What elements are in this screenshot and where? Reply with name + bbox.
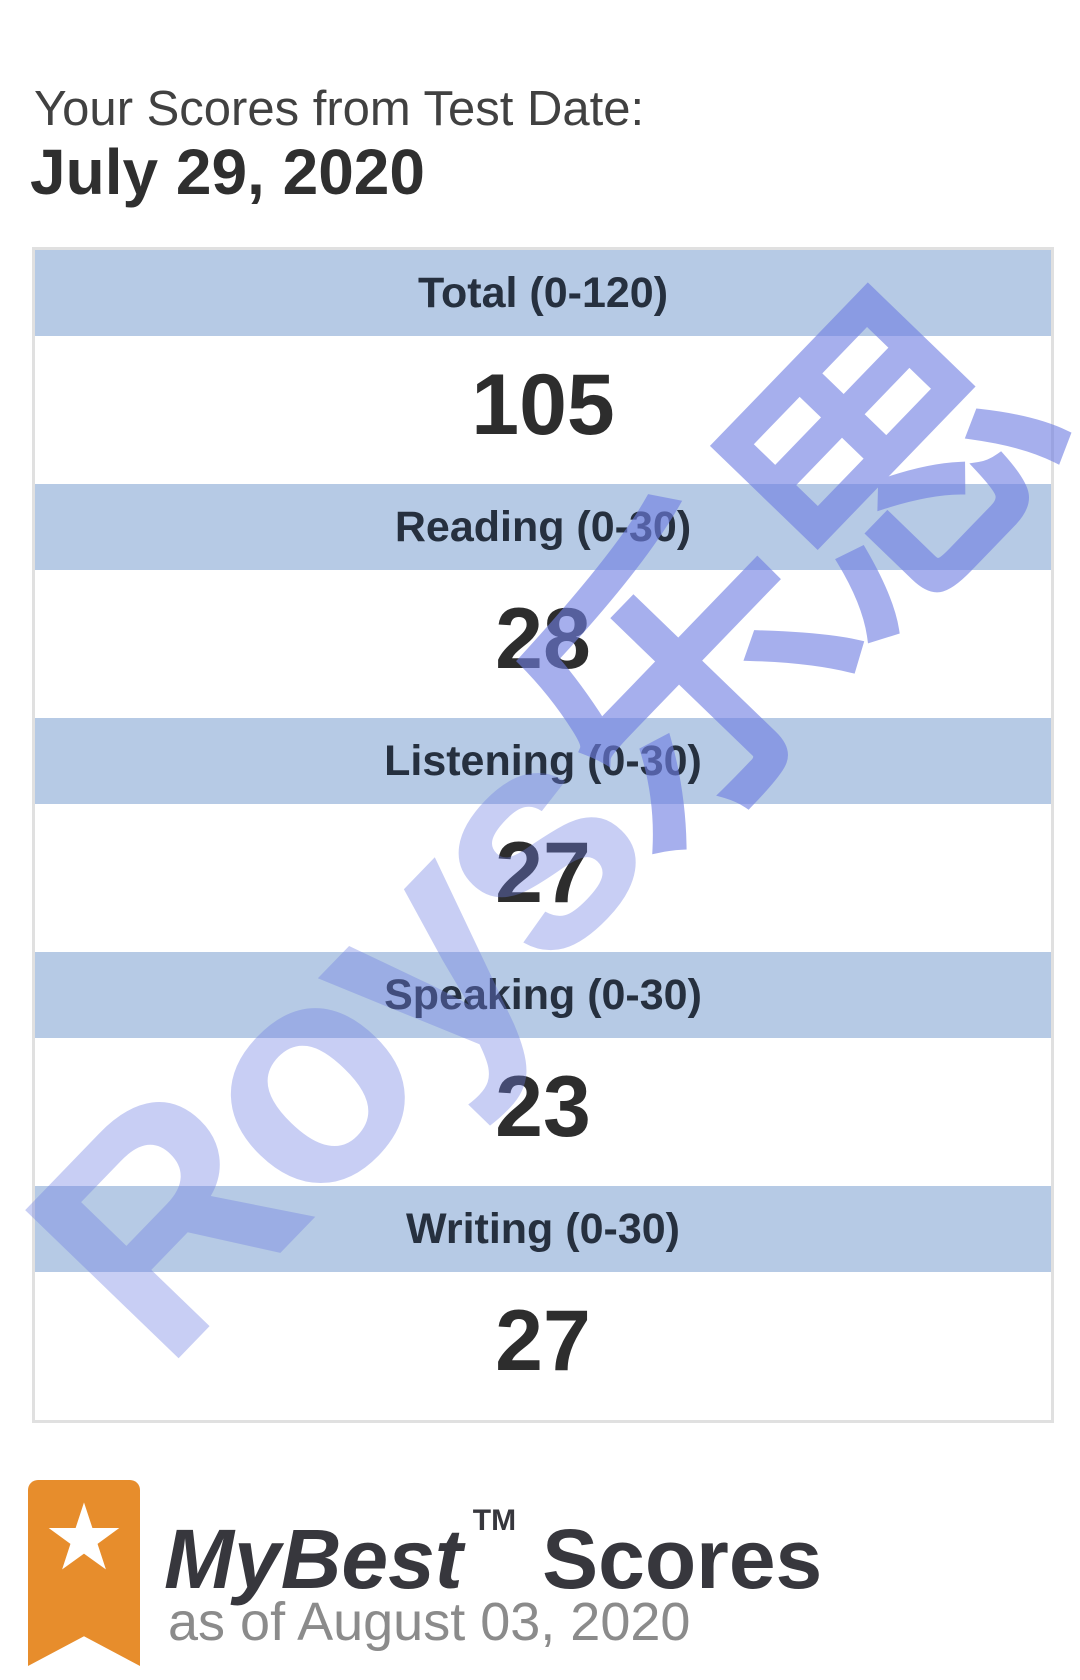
score-section: Total (0-120) 105 — [35, 250, 1051, 484]
score-section-label: Writing (0-30) — [35, 1186, 1051, 1272]
scores-table: Total (0-120) 105 Reading (0-30) 28 List… — [32, 247, 1054, 1423]
score-section-label: Reading (0-30) — [35, 484, 1051, 570]
score-section-label: Total (0-120) — [35, 250, 1051, 336]
score-section-value: 27 — [35, 804, 1051, 952]
trademark-symbol: TM — [472, 1504, 517, 1537]
test-date-value: July 29, 2020 — [30, 136, 425, 208]
score-section: Speaking (0-30) 23 — [35, 952, 1051, 1186]
score-section-value: 27 — [35, 1272, 1051, 1420]
mybest-heading: MyBest TM Scores — [164, 1475, 822, 1605]
mybest-scores-section: ★ MyBest TM Scores as of August 03, 2020 — [0, 1455, 1080, 1680]
mybest-as-of-date: as of August 03, 2020 — [168, 1592, 691, 1652]
score-section: Reading (0-30) 28 — [35, 484, 1051, 718]
mybest-ribbon: ★ — [28, 1480, 140, 1666]
star-icon: ★ — [42, 1484, 126, 1591]
score-section: Listening (0-30) 27 — [35, 718, 1051, 952]
score-section-value: 105 — [35, 336, 1051, 484]
scores-test-date-label: Your Scores from Test Date: — [34, 82, 645, 136]
score-section-value: 28 — [35, 570, 1051, 718]
score-section: Writing (0-30) 27 — [35, 1186, 1051, 1420]
mybest-scores-text: Scores — [542, 1512, 823, 1606]
score-section-label: Listening (0-30) — [35, 718, 1051, 804]
score-section-value: 23 — [35, 1038, 1051, 1186]
mybest-brand-text: MyBest — [164, 1512, 463, 1606]
score-section-label: Speaking (0-30) — [35, 952, 1051, 1038]
